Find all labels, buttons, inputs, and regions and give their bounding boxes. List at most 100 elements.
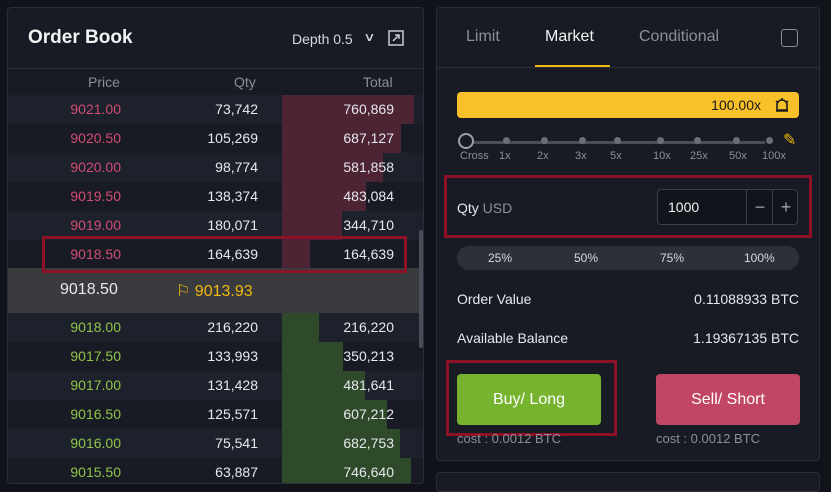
leverage-tick[interactable] xyxy=(766,137,773,144)
sell-cost: cost : 0.0012 BTC xyxy=(656,431,761,446)
highlight-buy xyxy=(446,360,617,436)
bid-row[interactable]: 9017.00 131,428 481,641 xyxy=(8,371,423,400)
order-qty: 63,887 xyxy=(215,464,258,480)
buy-long-button[interactable]: Buy/ Long xyxy=(457,374,601,425)
leverage-mark-label[interactable]: 50x xyxy=(729,150,747,162)
sell-short-button[interactable]: Sell/ Short xyxy=(656,374,800,425)
percent-25-button[interactable]: 25% xyxy=(488,251,513,265)
ask-row[interactable]: 9018.50 164,639 164,639 xyxy=(8,240,423,269)
ask-row[interactable]: 9021.00 73,742 760,869 xyxy=(8,95,423,124)
depth-bar xyxy=(282,95,414,124)
percent-50-button[interactable]: 50% xyxy=(574,251,599,265)
leverage-tick[interactable] xyxy=(503,137,510,144)
depth-selector[interactable]: Depth 0.5 xyxy=(292,31,353,47)
bid-row[interactable]: 9016.00 75,541 682,753 xyxy=(8,429,423,458)
available-balance: 1.19367135 BTC xyxy=(693,330,799,346)
buy-cost: cost : 0.0012 BTC xyxy=(457,431,562,446)
order-type-tabs: Limit Market Conditional xyxy=(437,8,819,68)
leverage-mark-label[interactable]: 1x xyxy=(499,150,511,162)
chevron-down-icon[interactable]: ∨ xyxy=(363,30,376,44)
leverage-mark-label[interactable]: 25x xyxy=(690,150,708,162)
ask-row[interactable]: 9020.50 105,269 687,127 xyxy=(8,124,423,153)
leverage-bar[interactable]: 100.00x xyxy=(457,92,799,118)
leverage-tick[interactable] xyxy=(694,137,701,144)
leverage-slider-knob[interactable] xyxy=(458,133,474,149)
qty-increase-button[interactable]: + xyxy=(772,190,799,224)
expand-icon[interactable] xyxy=(388,30,404,46)
order-qty: 133,993 xyxy=(207,348,258,364)
tab-conditional[interactable]: Conditional xyxy=(639,28,720,45)
qty-decrease-button[interactable]: − xyxy=(746,190,773,224)
leverage-mark-label[interactable]: 5x xyxy=(610,150,622,162)
leverage-tick[interactable] xyxy=(614,137,621,144)
order-price: 9020.50 xyxy=(70,130,121,146)
ask-row[interactable]: 9019.50 138,374 483,084 xyxy=(8,182,423,211)
order-price: 9016.50 xyxy=(70,406,121,422)
depth-bar xyxy=(282,240,310,269)
order-qty: 216,220 xyxy=(207,319,258,335)
alarm-icon[interactable] xyxy=(773,96,791,114)
price-column-header: Price xyxy=(88,74,120,90)
leverage-tick[interactable] xyxy=(541,137,548,144)
order-qty: 164,639 xyxy=(207,246,258,262)
depth-bar xyxy=(282,182,366,211)
qty-input[interactable] xyxy=(666,198,750,216)
active-tab-indicator xyxy=(535,65,610,67)
order-total: 350,213 xyxy=(343,348,394,364)
order-qty: 125,571 xyxy=(207,406,258,422)
order-total: 607,212 xyxy=(343,406,394,422)
order-total: 682,753 xyxy=(343,435,394,451)
bid-row[interactable]: 9015.50 63,887 746,640 xyxy=(8,458,423,483)
bid-row[interactable]: 9016.50 125,571 607,212 xyxy=(8,400,423,429)
pencil-icon[interactable]: ✎ xyxy=(783,132,797,149)
leverage-tick[interactable] xyxy=(657,137,664,144)
order-book-panel: Order Book Depth 0.5 ∨ Price Qty Total 9… xyxy=(7,7,424,484)
ask-row[interactable]: 9020.00 98,774 581,858 xyxy=(8,153,423,182)
leverage-mark-label[interactable]: 2x xyxy=(537,150,549,162)
qty-label: Qty USD xyxy=(457,200,512,216)
depth-bar xyxy=(282,211,342,240)
percent-selector: 25% 50% 75% 100% xyxy=(457,246,799,270)
order-total: 481,641 xyxy=(343,377,394,393)
order-qty: 138,374 xyxy=(207,188,258,204)
order-qty: 105,269 xyxy=(207,130,258,146)
depth-bar xyxy=(282,124,401,153)
leverage-tick[interactable] xyxy=(579,137,586,144)
order-qty: 131,428 xyxy=(207,377,258,393)
leverage-mark-label[interactable]: Cross xyxy=(460,150,489,162)
order-total: 216,220 xyxy=(343,319,394,335)
order-book-header: Order Book Depth 0.5 ∨ xyxy=(8,8,423,69)
calculator-icon[interactable] xyxy=(781,29,798,47)
order-price: 9021.00 xyxy=(70,101,121,117)
order-value-label: Order Value xyxy=(457,291,532,307)
bid-row[interactable]: 9017.50 133,993 350,213 xyxy=(8,342,423,371)
order-price: 9016.00 xyxy=(70,435,121,451)
percent-75-button[interactable]: 75% xyxy=(660,251,685,265)
leverage-mark-label[interactable]: 3x xyxy=(575,150,587,162)
depth-bar xyxy=(282,458,411,483)
tab-limit[interactable]: Limit xyxy=(466,28,500,45)
lower-panel xyxy=(436,472,820,492)
bid-row[interactable]: 9018.00 216,220 216,220 xyxy=(8,313,423,342)
ask-row[interactable]: 9019.00 180,071 344,710 xyxy=(8,211,423,240)
mark-price: ⚐ 9013.93 xyxy=(176,281,253,301)
order-total: 344,710 xyxy=(343,217,394,233)
order-price: 9015.50 xyxy=(70,464,121,480)
order-total: 760,869 xyxy=(343,101,394,117)
leverage-mark-label[interactable]: 100x xyxy=(762,150,786,162)
order-qty: 73,742 xyxy=(215,101,258,117)
depth-bar xyxy=(282,313,319,342)
tab-market[interactable]: Market xyxy=(545,28,594,45)
qty-field[interactable]: − + xyxy=(657,189,798,225)
order-total: 581,858 xyxy=(343,159,394,175)
qty-column-header: Qty xyxy=(234,74,256,90)
order-total: 164,639 xyxy=(343,246,394,262)
leverage-mark-label[interactable]: 10x xyxy=(653,150,671,162)
leverage-tick[interactable] xyxy=(733,137,740,144)
order-qty: 75,541 xyxy=(215,435,258,451)
percent-100-button[interactable]: 100% xyxy=(744,251,775,265)
depth-bar xyxy=(282,342,343,371)
scrollbar[interactable] xyxy=(419,230,423,348)
available-balance-label: Available Balance xyxy=(457,330,569,346)
order-qty: 180,071 xyxy=(207,217,258,233)
